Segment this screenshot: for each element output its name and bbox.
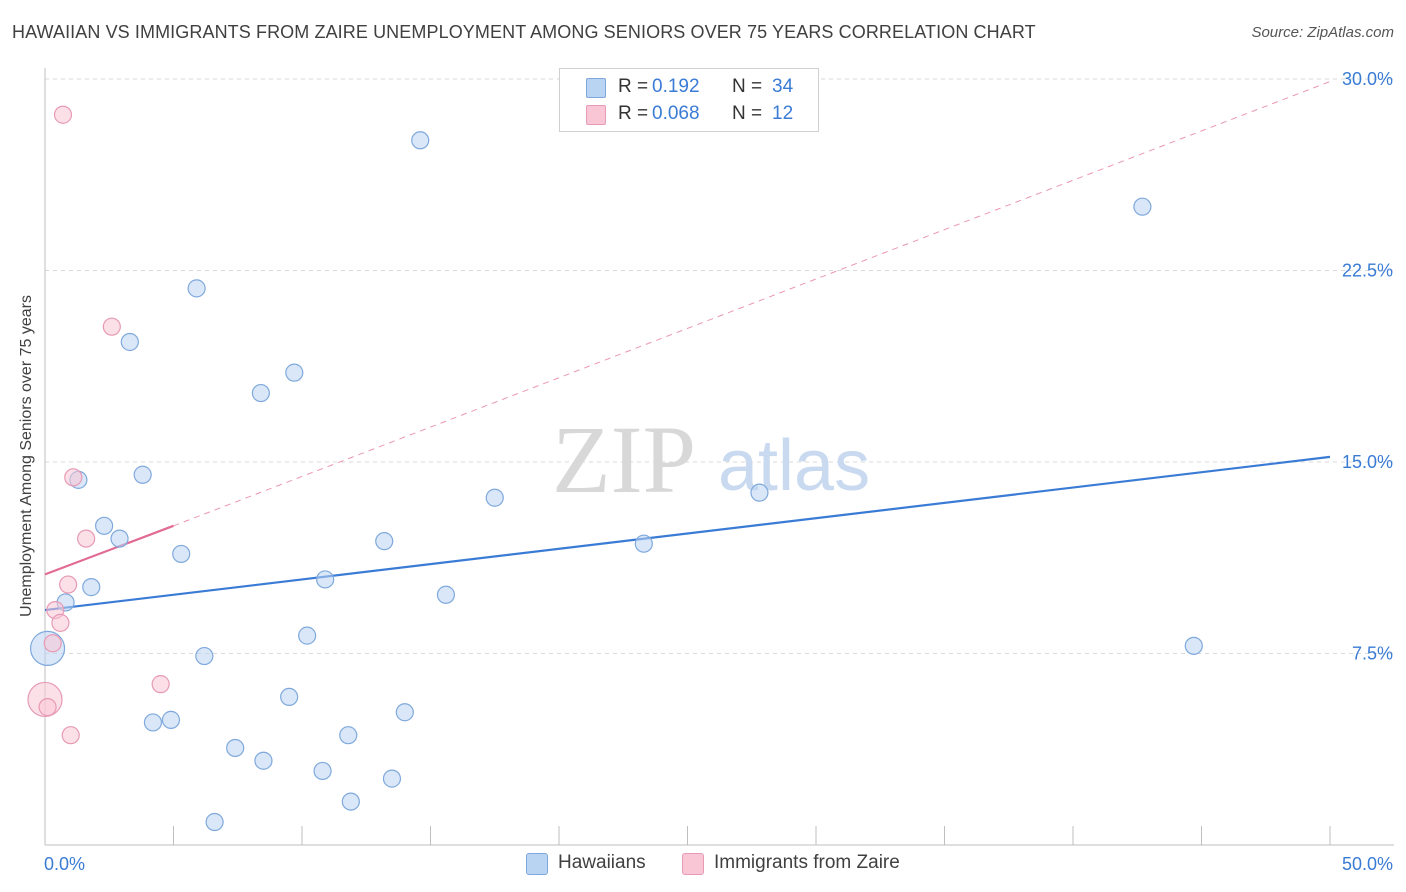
- point-hawaiians[interactable]: [254, 751, 273, 770]
- watermark-atlas: atlas: [718, 426, 870, 506]
- point-hawaiians[interactable]: [436, 585, 456, 604]
- point-hawaiians[interactable]: [750, 483, 769, 502]
- point-hawaiians[interactable]: [375, 532, 394, 551]
- point-zaire[interactable]: [61, 726, 80, 745]
- point-hawaiians[interactable]: [195, 646, 214, 666]
- point-hawaiians[interactable]: [133, 465, 152, 484]
- point-hawaiians[interactable]: [298, 626, 317, 645]
- point-hawaiians[interactable]: [82, 578, 101, 597]
- legend-label-hawaiians: Hawaiians: [558, 852, 646, 873]
- legend-r-label: R =: [618, 76, 649, 97]
- point-hawaiians[interactable]: [395, 703, 414, 722]
- legend-swatch-zaire: [586, 105, 606, 125]
- point-zaire[interactable]: [43, 634, 62, 653]
- stats-legend: R = 0.192 N = 34 R = 0.068 N = 12: [559, 68, 819, 132]
- y-tick-label: 30.0%: [1342, 69, 1393, 89]
- point-hawaiians[interactable]: [143, 713, 163, 732]
- point-hawaiians[interactable]: [187, 279, 206, 298]
- legend-n-label: N =: [732, 76, 763, 97]
- point-hawaiians[interactable]: [120, 332, 139, 352]
- legend-n-label: N =: [732, 103, 763, 124]
- point-zaire[interactable]: [51, 613, 70, 632]
- trend-line-zaire: [44, 524, 174, 576]
- point-zaire[interactable]: [38, 698, 57, 717]
- point-zaire[interactable]: [77, 529, 96, 548]
- data-points: [27, 105, 1203, 832]
- point-hawaiians[interactable]: [1133, 197, 1152, 216]
- point-hawaiians[interactable]: [411, 131, 430, 150]
- legend-swatch-hawaiians: [526, 853, 548, 875]
- point-hawaiians[interactable]: [316, 570, 335, 589]
- point-hawaiians[interactable]: [95, 516, 114, 535]
- source-credit: Source: ZipAtlas.com: [1251, 24, 1394, 41]
- legend-r-label: R =: [618, 103, 649, 124]
- point-hawaiians[interactable]: [251, 383, 270, 403]
- point-hawaiians[interactable]: [161, 710, 181, 729]
- point-hawaiians[interactable]: [226, 738, 245, 758]
- series-legend: Hawaiians Immigrants from Zaire: [0, 851, 1406, 879]
- point-zaire[interactable]: [151, 675, 170, 694]
- legend-swatch-zaire: [682, 853, 704, 875]
- point-hawaiians[interactable]: [1184, 636, 1203, 655]
- point-hawaiians[interactable]: [280, 687, 299, 707]
- point-hawaiians[interactable]: [205, 812, 224, 832]
- point-hawaiians[interactable]: [172, 544, 191, 564]
- point-hawaiians[interactable]: [313, 761, 332, 781]
- point-zaire[interactable]: [64, 468, 83, 487]
- legend-r-value: 0.192: [652, 76, 700, 97]
- legend-n-value: 34: [772, 76, 794, 97]
- point-zaire[interactable]: [102, 317, 121, 336]
- point-hawaiians[interactable]: [485, 488, 504, 507]
- tick-labels: 7.5% 15.0% 22.5% 30.0% 0.0% 50.0%: [44, 69, 1393, 874]
- legend-label-zaire: Immigrants from Zaire: [714, 852, 900, 873]
- point-hawaiians[interactable]: [110, 529, 129, 548]
- trend-lines: [44, 81, 1331, 612]
- y-tick-label: 22.5%: [1342, 261, 1393, 281]
- trend-line-zaire-projection: [173, 81, 1331, 527]
- watermark: ZIP atlas: [552, 406, 870, 513]
- y-tick-label: 7.5%: [1352, 644, 1393, 664]
- legend-swatch-hawaiians: [586, 78, 606, 98]
- point-hawaiians[interactable]: [341, 792, 360, 811]
- point-hawaiians[interactable]: [382, 769, 402, 788]
- legend-n-value: 12: [772, 103, 794, 124]
- point-zaire[interactable]: [59, 575, 78, 594]
- x-tick-label-max: 50.0%: [1342, 854, 1393, 874]
- y-tick-label: 15.0%: [1342, 452, 1393, 472]
- point-hawaiians[interactable]: [285, 363, 304, 382]
- watermark-zip: ZIP: [552, 406, 696, 513]
- legend-r-value: 0.068: [652, 103, 700, 124]
- point-zaire[interactable]: [53, 105, 73, 124]
- point-hawaiians[interactable]: [634, 534, 653, 553]
- chart-title: HAWAIIAN VS IMMIGRANTS FROM ZAIRE UNEMPL…: [12, 22, 1036, 42]
- trend-line-hawaiians: [44, 455, 1331, 612]
- point-hawaiians[interactable]: [339, 726, 358, 745]
- grid-layer: [45, 78, 1394, 654]
- x-tick-label-min: 0.0%: [44, 854, 85, 874]
